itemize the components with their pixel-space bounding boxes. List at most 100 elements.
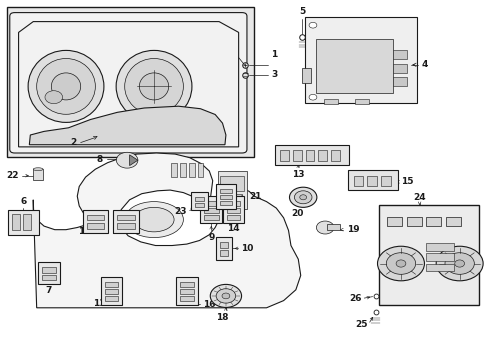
Text: 21: 21 [249, 192, 262, 201]
FancyBboxPatch shape [215, 237, 232, 260]
Text: 7: 7 [45, 286, 52, 295]
Bar [180, 296, 193, 301]
Text: 9: 9 [207, 233, 214, 242]
Text: 20: 20 [290, 209, 303, 218]
Ellipse shape [37, 58, 95, 114]
Bar [235, 194, 241, 205]
Bar [392, 64, 407, 73]
Text: 4: 4 [421, 60, 427, 69]
Circle shape [45, 91, 62, 104]
FancyBboxPatch shape [223, 196, 244, 223]
FancyBboxPatch shape [191, 192, 207, 210]
Polygon shape [129, 155, 138, 166]
Text: 13: 13 [291, 170, 304, 179]
Circle shape [316, 221, 333, 234]
Bar [219, 195, 232, 199]
Bar [445, 217, 460, 226]
Ellipse shape [134, 207, 174, 232]
Circle shape [395, 260, 405, 267]
Ellipse shape [51, 73, 81, 100]
FancyBboxPatch shape [347, 170, 397, 190]
Ellipse shape [124, 58, 183, 114]
Bar [330, 150, 339, 161]
Bar [195, 202, 203, 207]
Bar [353, 176, 363, 186]
Text: 2: 2 [70, 138, 77, 147]
Text: 23: 23 [174, 207, 186, 216]
Bar [42, 267, 56, 273]
Text: 6: 6 [20, 197, 26, 206]
Text: 18: 18 [216, 313, 228, 322]
FancyBboxPatch shape [200, 196, 222, 223]
FancyBboxPatch shape [82, 210, 108, 233]
Bar [180, 163, 185, 177]
FancyBboxPatch shape [316, 39, 392, 93]
Bar [280, 150, 288, 161]
Text: 15: 15 [400, 177, 413, 186]
Ellipse shape [33, 168, 43, 171]
Bar [366, 176, 376, 186]
Bar [426, 243, 453, 251]
Bar [219, 189, 232, 193]
Text: 22: 22 [6, 171, 19, 180]
Bar [227, 201, 240, 206]
Text: 12: 12 [110, 228, 123, 236]
Ellipse shape [28, 50, 104, 122]
Bar [219, 201, 232, 205]
FancyBboxPatch shape [113, 210, 139, 233]
Bar [86, 223, 104, 229]
Text: 10: 10 [240, 244, 252, 253]
FancyBboxPatch shape [101, 277, 122, 305]
Bar [203, 215, 218, 220]
Ellipse shape [139, 73, 168, 100]
Circle shape [308, 94, 316, 100]
Bar [104, 289, 118, 294]
Text: 25: 25 [354, 320, 367, 329]
Bar [386, 217, 401, 226]
Bar [220, 176, 243, 191]
Bar [188, 163, 194, 177]
Circle shape [435, 246, 482, 281]
Text: 16: 16 [203, 300, 215, 309]
Bar [86, 215, 104, 220]
FancyBboxPatch shape [8, 210, 39, 235]
FancyBboxPatch shape [274, 145, 348, 165]
Bar [426, 264, 453, 271]
Text: 5: 5 [299, 7, 305, 16]
Bar [219, 250, 228, 256]
Bar [220, 194, 225, 205]
Circle shape [222, 293, 229, 299]
Bar [326, 224, 340, 230]
Bar [23, 214, 31, 230]
Bar [227, 208, 240, 213]
Circle shape [210, 284, 241, 307]
Circle shape [299, 195, 306, 200]
Bar [117, 223, 135, 229]
Bar [195, 197, 203, 201]
Bar [354, 99, 368, 104]
Bar [392, 50, 407, 59]
Bar [180, 289, 193, 294]
Bar [426, 217, 440, 226]
Text: 17: 17 [78, 228, 90, 236]
Polygon shape [29, 106, 225, 145]
Circle shape [308, 22, 316, 28]
Bar [180, 282, 193, 287]
FancyBboxPatch shape [176, 277, 197, 305]
FancyBboxPatch shape [38, 262, 60, 284]
Bar [292, 150, 301, 161]
Text: 19: 19 [346, 225, 359, 234]
Bar [380, 176, 390, 186]
FancyBboxPatch shape [215, 184, 236, 209]
Circle shape [444, 253, 473, 274]
Ellipse shape [116, 50, 192, 122]
Bar [426, 253, 453, 261]
Bar [197, 163, 203, 177]
Bar [217, 171, 246, 209]
Bar [302, 68, 310, 83]
Bar [42, 274, 56, 280]
Bar [406, 217, 421, 226]
Text: 24: 24 [412, 193, 425, 202]
Bar [323, 99, 338, 104]
Ellipse shape [124, 202, 183, 238]
